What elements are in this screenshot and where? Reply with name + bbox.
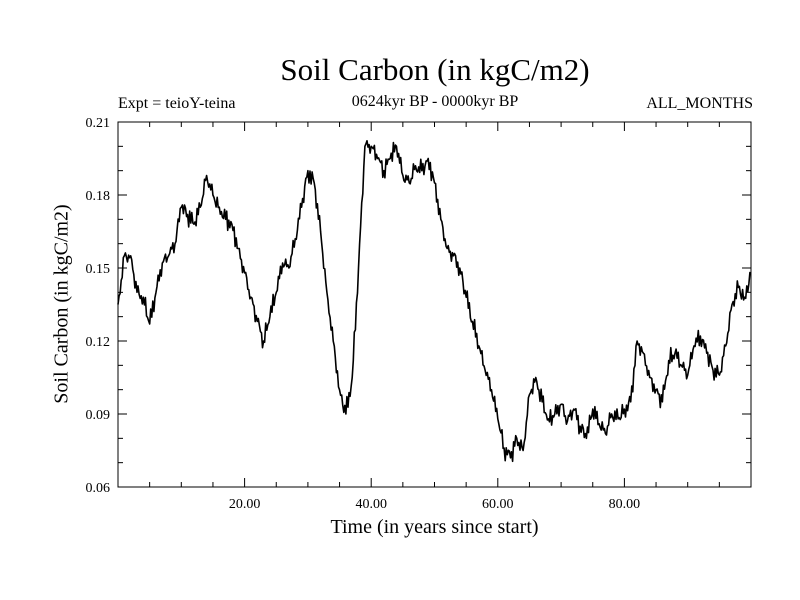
- season-label: ALL_MONTHS: [646, 95, 753, 112]
- axis-ticks: [118, 122, 751, 487]
- experiment-label: Expt = teioY-teina: [118, 95, 236, 112]
- y-tick-label: 0.21: [86, 116, 111, 131]
- y-tick-label: 0.15: [86, 262, 111, 277]
- y-tick-label: 0.12: [86, 335, 111, 350]
- chart-title: Soil Carbon (in kgC/m2): [280, 52, 590, 87]
- y-tick-label: 0.09: [86, 408, 111, 423]
- series-line-soil-carbon: [117, 140, 752, 463]
- x-tick-label: 60.00: [482, 497, 514, 512]
- x-tick-label: 80.00: [609, 497, 641, 512]
- plot-frame: [117, 121, 752, 488]
- period-label: 0624kyr BP - 0000kyr BP: [351, 93, 519, 110]
- y-tick-label: 0.18: [86, 189, 111, 204]
- y-tick-label: 0.06: [86, 481, 111, 496]
- x-tick-label: 20.00: [229, 497, 261, 512]
- x-tick-label: 40.00: [355, 497, 387, 512]
- x-axis-label: Time (in years since start): [330, 516, 539, 538]
- axis-tick-labels: 20.00 40.00 60.00 80.00 0.06 0.09 0.12 0.15 0.18…: [86, 116, 641, 512]
